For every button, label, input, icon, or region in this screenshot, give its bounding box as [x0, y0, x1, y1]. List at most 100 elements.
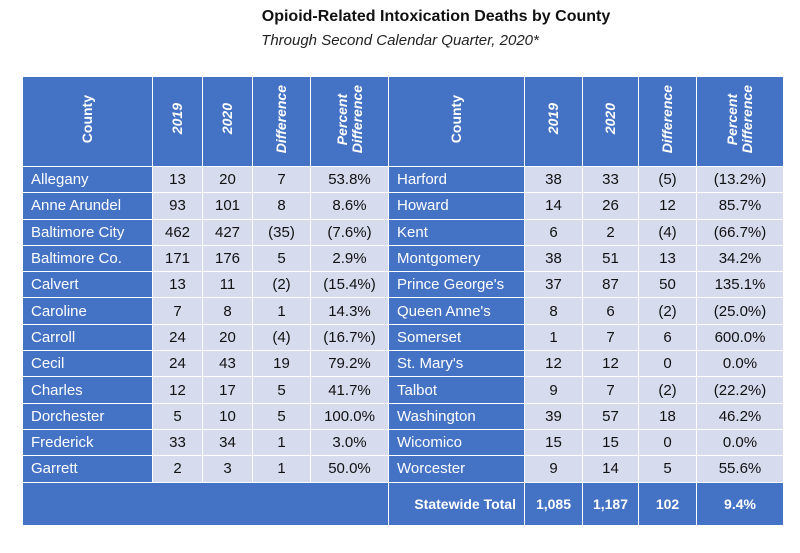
header-2020-left: 2020 [202, 76, 253, 167]
value-difference-left: 5 [252, 402, 311, 430]
value-percent-difference-right: (13.2%) [696, 165, 784, 194]
county-cell-right: St. Mary's [388, 350, 525, 378]
header-county-right: County [388, 76, 525, 167]
value-percent-difference-left: 14.3% [310, 297, 389, 325]
value-2020-left: 176 [202, 244, 253, 273]
value-2019-right: 9 [524, 455, 583, 483]
value-2020-left: 10 [202, 402, 253, 430]
value-difference-right: (2) [638, 376, 697, 404]
value-2019-right: 6 [524, 218, 583, 246]
value-difference-right: 0 [638, 350, 697, 378]
total-difference: 102 [638, 481, 697, 526]
value-2019-left: 13 [152, 165, 203, 194]
table-row: Garrett 2 3 1 50.0% Worcester 9 14 5 55.6% [22, 455, 784, 483]
value-difference-left: (2) [252, 271, 311, 299]
value-2020-right: 33 [582, 165, 639, 194]
county-cell-left: Allegany [22, 165, 153, 194]
header-difference-right: Difference [638, 76, 697, 167]
value-2020-right: 51 [582, 244, 639, 273]
value-2020-left: 43 [202, 350, 253, 378]
value-2020-left: 20 [202, 323, 253, 352]
value-percent-difference-left: (15.4%) [310, 271, 389, 299]
value-2020-left: 3 [202, 455, 253, 483]
value-difference-right: 0 [638, 428, 697, 457]
value-2020-right: 14 [582, 455, 639, 483]
value-percent-difference-left: (7.6%) [310, 218, 389, 246]
page-title: Opioid-Related Intoxication Deaths by Co… [261, 8, 611, 25]
value-2020-right: 26 [582, 192, 639, 220]
value-2019-left: 7 [152, 297, 203, 325]
value-2019-left: 12 [152, 376, 203, 404]
county-cell-right: Howard [388, 192, 525, 220]
county-cell-right: Harford [388, 165, 525, 194]
value-difference-left: 1 [252, 428, 311, 457]
header-county-left: County [22, 76, 153, 167]
county-cell-left: Charles [22, 376, 153, 404]
value-2020-right: 2 [582, 218, 639, 246]
value-2019-left: 13 [152, 271, 203, 299]
value-2019-left: 93 [152, 192, 203, 220]
value-2020-left: 34 [202, 428, 253, 457]
value-2019-left: 5 [152, 402, 203, 430]
table-row: Charles 12 17 5 41.7% Talbot 9 7 (2) (22.2%) [22, 376, 784, 404]
header-percent-difference-left: Percent Difference [310, 76, 389, 167]
value-percent-difference-left: 3.0% [310, 428, 389, 457]
value-difference-right: 5 [638, 455, 697, 483]
header-2020-right: 2020 [582, 76, 639, 167]
header-2019-right: 2019 [524, 76, 583, 167]
value-2020-right: 6 [582, 297, 639, 325]
county-cell-left: Calvert [22, 271, 153, 299]
value-2019-right: 37 [524, 271, 583, 299]
value-percent-difference-left: 41.7% [310, 376, 389, 404]
value-percent-difference-right: 34.2% [696, 244, 784, 273]
value-2019-right: 8 [524, 297, 583, 325]
value-difference-left: 7 [252, 165, 311, 194]
county-cell-right: Somerset [388, 323, 525, 352]
value-2019-left: 24 [152, 323, 203, 352]
value-2020-left: 20 [202, 165, 253, 194]
county-cell-left: Baltimore Co. [22, 244, 153, 273]
value-2019-right: 9 [524, 376, 583, 404]
value-2020-right: 57 [582, 402, 639, 430]
value-difference-left: (4) [252, 323, 311, 352]
value-2020-left: 101 [202, 192, 253, 220]
header-difference-left: Difference [252, 76, 311, 167]
value-2020-left: 11 [202, 271, 253, 299]
value-2020-right: 87 [582, 271, 639, 299]
value-percent-difference-right: (66.7%) [696, 218, 784, 246]
total-2019: 1,085 [524, 481, 583, 526]
value-2020-left: 17 [202, 376, 253, 404]
county-cell-left: Cecil [22, 350, 153, 378]
header-2019-left: 2019 [152, 76, 203, 167]
value-difference-right: (4) [638, 218, 697, 246]
table-row: Cecil 24 43 19 79.2% St. Mary's 12 12 0 0.0% [22, 350, 784, 378]
value-difference-left: 5 [252, 376, 311, 404]
county-deaths-table: County 2019 2020 Difference Percent Diffe… [22, 76, 784, 526]
header-row: County 2019 2020 Difference Percent Diffe… [22, 76, 784, 167]
county-cell-right: Queen Anne's [388, 297, 525, 325]
value-2020-right: 12 [582, 350, 639, 378]
value-2020-right: 7 [582, 323, 639, 352]
value-difference-right: 6 [638, 323, 697, 352]
value-difference-left: 5 [252, 244, 311, 273]
county-cell-left: Baltimore City [22, 218, 153, 246]
page-subtitle: Through Second Calendar Quarter, 2020* [261, 32, 539, 49]
value-percent-difference-right: (25.0%) [696, 297, 784, 325]
value-2019-left: 171 [152, 244, 203, 273]
value-2019-left: 2 [152, 455, 203, 483]
value-2019-right: 12 [524, 350, 583, 378]
table-row: Dorchester 5 10 5 100.0% Washington 39 57 18 46.2… [22, 402, 784, 430]
county-cell-left: Anne Arundel [22, 192, 153, 220]
value-2020-left: 8 [202, 297, 253, 325]
value-2019-left: 462 [152, 218, 203, 246]
table-row: Anne Arundel 93 101 8 8.6% Howard 14 26 12 85.7% [22, 192, 784, 220]
county-cell-right: Wicomico [388, 428, 525, 457]
value-difference-right: (2) [638, 297, 697, 325]
county-cell-right: Talbot [388, 376, 525, 404]
value-percent-difference-right: 600.0% [696, 323, 784, 352]
value-2019-left: 33 [152, 428, 203, 457]
value-difference-left: 8 [252, 192, 311, 220]
value-percent-difference-right: 85.7% [696, 192, 784, 220]
county-cell-left: Frederick [22, 428, 153, 457]
value-2020-right: 7 [582, 376, 639, 404]
